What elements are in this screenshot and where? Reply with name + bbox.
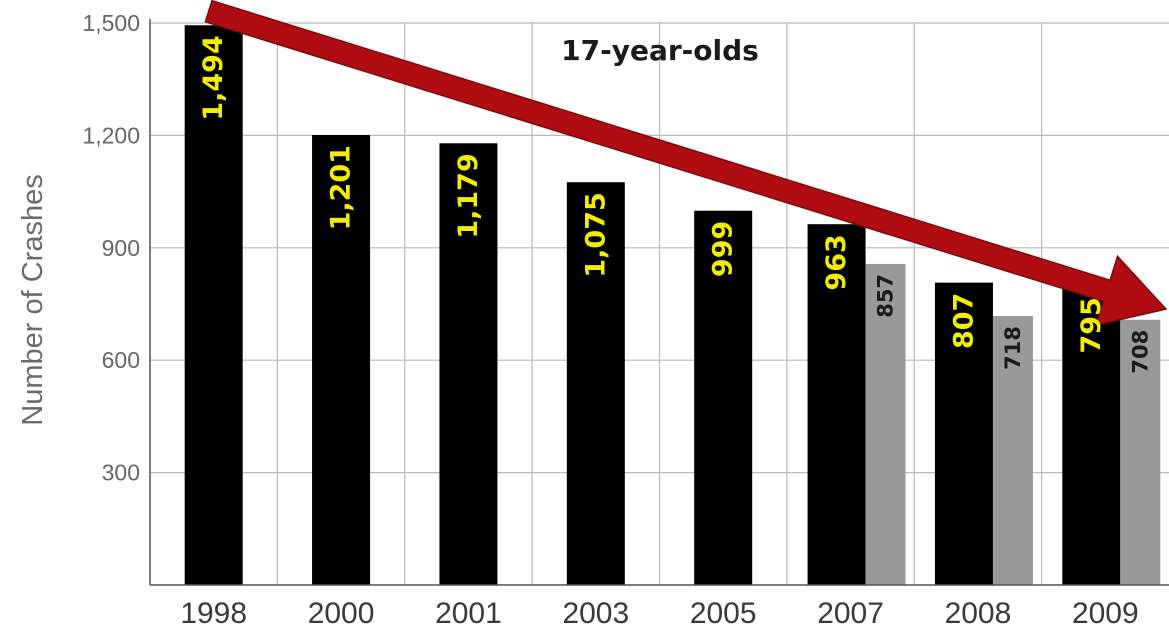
x-tick-label: 2007 xyxy=(817,597,884,630)
y-tick-label: 1,200 xyxy=(82,122,140,148)
bar-secondary-2009 xyxy=(1120,319,1161,585)
bar-value-label-2000: 1,201 xyxy=(326,145,357,230)
bar-value-label-1998: 1,494 xyxy=(198,35,229,120)
x-tick-label: 2003 xyxy=(562,597,629,630)
bar-2000 xyxy=(312,135,371,585)
bar-2003 xyxy=(566,182,625,585)
bar-secondary-2007 xyxy=(865,263,906,585)
chart-title: 17-year-olds xyxy=(561,34,759,67)
x-tick-label: 2008 xyxy=(945,597,1012,630)
x-tick-label: 1998 xyxy=(180,597,247,630)
bar-secondary-value-label-2008: 718 xyxy=(1001,326,1025,370)
y-tick-label: 1,500 xyxy=(82,10,140,36)
x-tick-label: 2000 xyxy=(308,597,375,630)
trend-arrow xyxy=(204,0,1168,327)
bar-secondary-2008 xyxy=(992,315,1033,585)
x-tick-label: 2005 xyxy=(690,597,757,630)
bar-2005 xyxy=(694,210,753,585)
bar-1998 xyxy=(184,25,243,586)
bar-value-label-2003: 1,075 xyxy=(580,192,611,277)
x-tick-label: 2009 xyxy=(1072,597,1139,630)
bars xyxy=(184,25,1161,586)
bar-value-label-2008: 807 xyxy=(948,293,979,349)
bar-value-label-2007: 963 xyxy=(821,234,852,290)
bar-value-label-2001: 1,179 xyxy=(453,153,484,238)
bar-value-label-2005: 999 xyxy=(708,221,739,277)
y-tick-label: 600 xyxy=(102,347,140,373)
bar-2008 xyxy=(934,282,993,585)
bar-value-label-2009: 795 xyxy=(1076,297,1107,353)
y-axis-label: Number of Crashes xyxy=(17,174,49,425)
bar-2007 xyxy=(807,224,866,586)
trend-arrow-shape xyxy=(204,0,1168,327)
y-tick-label: 900 xyxy=(102,235,140,261)
y-tick-label: 300 xyxy=(102,460,140,486)
bar-2009 xyxy=(1062,287,1121,585)
x-tick-label: 2001 xyxy=(435,597,502,630)
bar-secondary-value-label-2009: 708 xyxy=(1128,330,1152,374)
bar-secondary-value-label-2007: 857 xyxy=(874,274,898,318)
axes: 300 600 900 1,200 1,500 1998 2000 2001 2003 2005 2… xyxy=(82,10,1169,630)
bar-value-labels: 1,494 1,201 1,179 1,075 999 963 857 807 718 795 70… xyxy=(198,35,1152,373)
bar-2001 xyxy=(439,143,498,585)
